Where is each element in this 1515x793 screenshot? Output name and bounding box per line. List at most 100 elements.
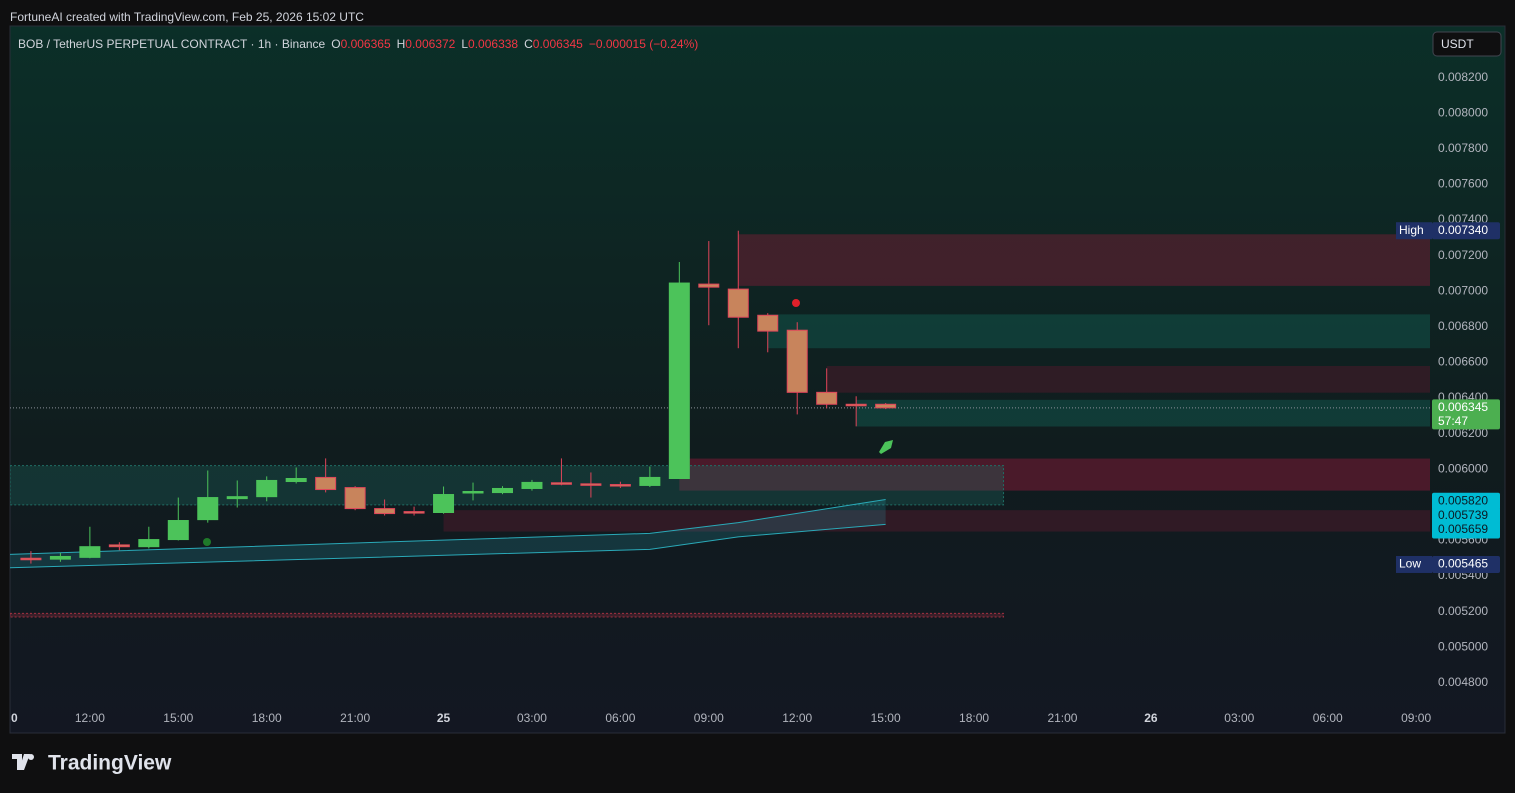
y-tick-label: 0.008000 — [1438, 105, 1488, 119]
y-tick-label: 0.007000 — [1438, 283, 1488, 297]
candle-body — [609, 484, 631, 487]
x-tick-label: 26 — [1144, 711, 1158, 725]
zone — [738, 234, 1430, 286]
ohlc-label: L — [461, 37, 469, 51]
zone — [443, 510, 1430, 532]
candle-body — [49, 555, 71, 560]
candle-body — [757, 314, 779, 332]
chart-title: BOB / TetherUS PERPETUAL CONTRACT · 1h ·… — [18, 37, 326, 51]
candle-body — [138, 539, 160, 548]
candle-body — [698, 283, 720, 288]
y-tick-label: 0.006800 — [1438, 319, 1488, 333]
currency-button[interactable] — [1432, 31, 1502, 57]
ohlc-value: 0.006338 — [468, 37, 519, 51]
candle-body — [462, 490, 484, 494]
tv-logo-icon — [12, 754, 30, 770]
x-tick-label: 0 — [11, 711, 18, 725]
x-tick-label: 06:00 — [1313, 711, 1343, 725]
candle-body — [108, 544, 130, 548]
candle-body — [845, 403, 867, 407]
price-tag — [1432, 399, 1500, 430]
ohlc-value: 0.006372 — [405, 37, 456, 51]
ohlc-label: C — [524, 37, 533, 51]
x-tick-label: 09:00 — [694, 711, 724, 725]
y-tick-label: 0.007200 — [1438, 248, 1488, 262]
price-tag-name: High — [1399, 223, 1424, 237]
price-tag — [1432, 492, 1500, 510]
ribbon-line — [10, 523, 886, 569]
x-tick-label: 25 — [437, 711, 451, 725]
change: −0.000015 (−0.24%) — [588, 37, 699, 51]
candle-body — [639, 476, 661, 486]
signal-dot — [203, 538, 211, 546]
x-tick-label: 21:00 — [340, 711, 370, 725]
candle-body — [727, 288, 749, 318]
x-tick-label: 15:00 — [163, 711, 193, 725]
ribbon-line — [10, 499, 886, 555]
price-tag — [1432, 222, 1500, 240]
y-tick-label: 0.005200 — [1438, 604, 1488, 618]
candle-body — [550, 482, 572, 485]
x-tick-label: 09:00 — [1401, 711, 1431, 725]
y-tick-label: 0.006000 — [1438, 461, 1488, 475]
candle-body — [816, 391, 838, 405]
zone — [10, 465, 1005, 506]
candle-body — [315, 476, 337, 491]
candle-body — [20, 557, 42, 561]
signal-dot — [792, 299, 800, 307]
y-tick-label: 0.005000 — [1438, 639, 1488, 653]
price-tag-value: 0.005659 — [1438, 522, 1488, 536]
zone — [856, 399, 1430, 427]
x-tick-label: 18:00 — [252, 711, 282, 725]
attribution: FortuneAI created with TradingView.com, … — [10, 10, 364, 24]
price-tag-name: Low — [1399, 557, 1421, 571]
price-tag-name-box — [1396, 555, 1432, 573]
candle-body — [875, 403, 897, 409]
x-tick-label: 06:00 — [605, 711, 635, 725]
zone — [826, 366, 1430, 393]
candle-body — [167, 520, 189, 541]
y-tick-label: 0.007600 — [1438, 177, 1488, 191]
ohlc-label: H — [396, 37, 406, 51]
x-tick-label: 15:00 — [871, 711, 901, 725]
price-tag-value: 0.007340 — [1438, 223, 1488, 237]
price-tag-value: 0.005739 — [1438, 508, 1488, 522]
ohlc-value: 0.006345 — [532, 37, 583, 51]
logo: TradingView — [48, 752, 172, 775]
ohlc-label: O — [331, 37, 341, 51]
y-tick-label: 0.006600 — [1438, 355, 1488, 369]
x-tick-label: 12:00 — [75, 711, 105, 725]
candle-body — [79, 546, 101, 558]
ribbon-band — [10, 499, 886, 568]
candle-body — [403, 511, 425, 514]
plot-area — [10, 230, 1430, 618]
price-tag — [1432, 555, 1500, 573]
x-tick-label: 03:00 — [1224, 711, 1254, 725]
price-tag-value: 0.005820 — [1438, 493, 1488, 507]
price-tag — [1432, 507, 1500, 525]
chart-header: BOB / TetherUS PERPETUAL CONTRACT · 1h ·… — [18, 37, 698, 51]
tv-logo-dot — [28, 754, 34, 760]
candle-body — [226, 496, 248, 500]
currency-label[interactable]: USDT — [1441, 37, 1474, 51]
candle-body — [491, 487, 513, 494]
candle-body — [433, 494, 455, 514]
candle-body — [521, 481, 543, 489]
candle-body — [256, 479, 278, 498]
candle-body — [344, 487, 366, 510]
rocket-icon — [879, 440, 893, 454]
zone — [10, 612, 1005, 618]
x-tick-label: 12:00 — [782, 711, 812, 725]
price-tag-name-box — [1396, 222, 1432, 240]
x-tick-label: 18:00 — [959, 711, 989, 725]
price-tag-value: 0.005465 — [1438, 557, 1488, 571]
y-tick-label: 0.008200 — [1438, 70, 1488, 84]
candle-body — [197, 497, 219, 521]
candle-body — [285, 478, 307, 483]
candle-body — [786, 329, 808, 393]
x-tick-label: 21:00 — [1047, 711, 1077, 725]
y-tick-label: 0.004800 — [1438, 675, 1488, 689]
price-tag-countdown: 57:47 — [1438, 414, 1468, 428]
